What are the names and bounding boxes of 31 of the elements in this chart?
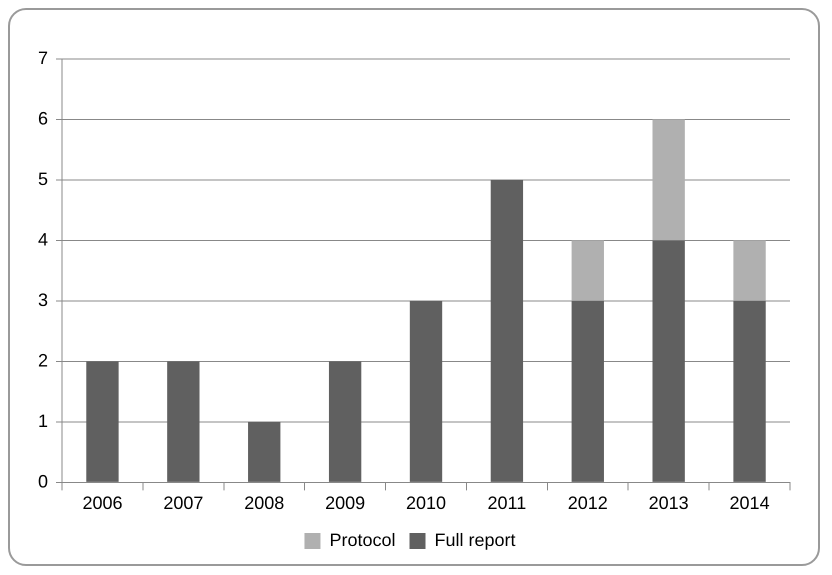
x-tick-label: 2008 [244, 493, 284, 514]
x-tick-label: 2007 [163, 493, 204, 514]
x-tick-label: 2013 [648, 493, 689, 514]
bar [328, 361, 362, 482]
bar [652, 119, 685, 240]
bar [410, 300, 442, 482]
x-tick-label: 2006 [82, 493, 122, 514]
y-tick-label: 3 [38, 290, 48, 310]
y-tick-label: 4 [38, 229, 48, 250]
bar [86, 361, 119, 482]
bar [652, 240, 685, 482]
bar [572, 300, 604, 482]
x-tick-label: 2010 [406, 493, 446, 514]
y-tick-label: 2 [38, 350, 48, 370]
bar [572, 240, 604, 301]
y-tick-label: 0 [38, 471, 48, 492]
y-tick-label: 1 [38, 410, 48, 431]
x-tick-label: 2011 [488, 493, 526, 514]
x-tick-label: 2009 [325, 493, 366, 514]
legend-label: Protocol [329, 530, 396, 550]
y-tick-label: 5 [38, 168, 48, 189]
bar [733, 240, 766, 301]
bar [248, 422, 280, 482]
bar [733, 300, 766, 482]
legend-label: Full report [434, 530, 516, 550]
y-tick-label: 6 [38, 108, 48, 128]
x-tick-label: 2014 [730, 493, 770, 514]
bar [167, 361, 200, 482]
x-tick-label: 2012 [568, 493, 608, 514]
y-tick-label: 7 [38, 48, 48, 68]
bar [490, 180, 524, 482]
